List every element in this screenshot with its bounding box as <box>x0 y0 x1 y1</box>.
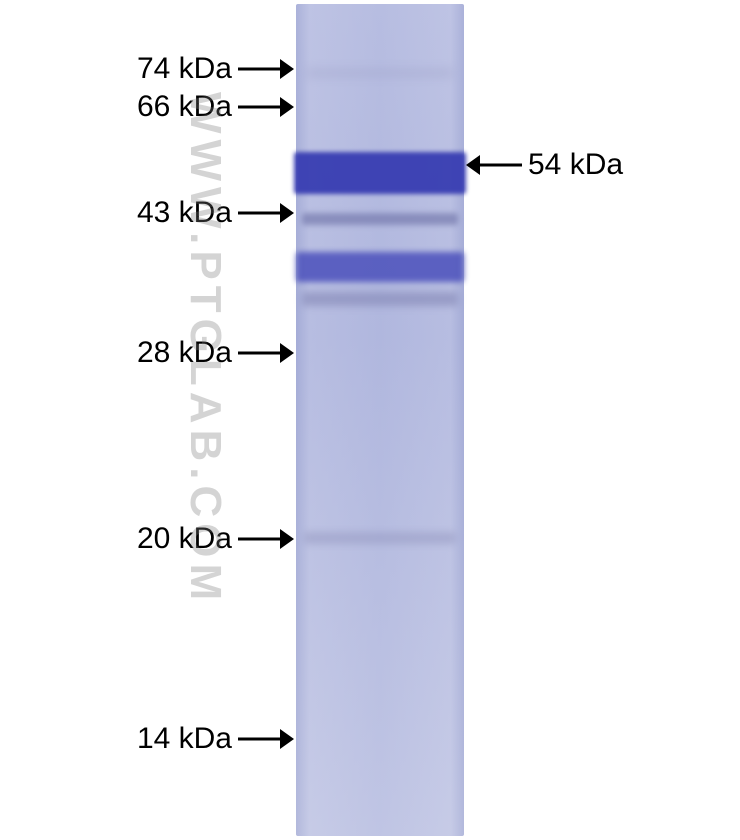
mw-marker-label: 54 kDa <box>528 148 623 182</box>
arrow-right-icon <box>238 527 294 551</box>
gel-band <box>306 68 454 78</box>
mw-marker-label: 43 kDa <box>137 196 232 230</box>
mw-marker-left: 20 kDa <box>137 522 294 556</box>
mw-marker-label: 28 kDa <box>137 336 232 370</box>
arrow-right-icon <box>238 57 294 81</box>
mw-marker-left: 74 kDa <box>137 52 294 86</box>
mw-marker-label: 74 kDa <box>137 52 232 86</box>
gel-band <box>302 213 458 225</box>
arrow-left-icon <box>466 153 522 177</box>
gel-lane <box>296 4 464 836</box>
gel-band <box>304 532 456 544</box>
mw-marker-left: 43 kDa <box>137 196 294 230</box>
arrow-right-icon <box>238 727 294 751</box>
mw-marker-right: 54 kDa <box>466 148 623 182</box>
mw-marker-left: 28 kDa <box>137 336 294 370</box>
gel-figure: 74 kDa 66 kDa 43 kDa 28 kDa 20 kDa 14 kDa 54 … <box>0 0 740 840</box>
mw-marker-left: 66 kDa <box>137 90 294 124</box>
arrow-right-icon <box>238 341 294 365</box>
mw-marker-left: 14 kDa <box>137 722 294 756</box>
mw-marker-label: 14 kDa <box>137 722 232 756</box>
arrow-right-icon <box>238 95 294 119</box>
gel-band <box>302 292 458 306</box>
mw-marker-label: 66 kDa <box>137 90 232 124</box>
mw-marker-label: 20 kDa <box>137 522 232 556</box>
gel-band <box>296 252 464 282</box>
arrow-right-icon <box>238 201 294 225</box>
gel-band <box>294 152 466 194</box>
